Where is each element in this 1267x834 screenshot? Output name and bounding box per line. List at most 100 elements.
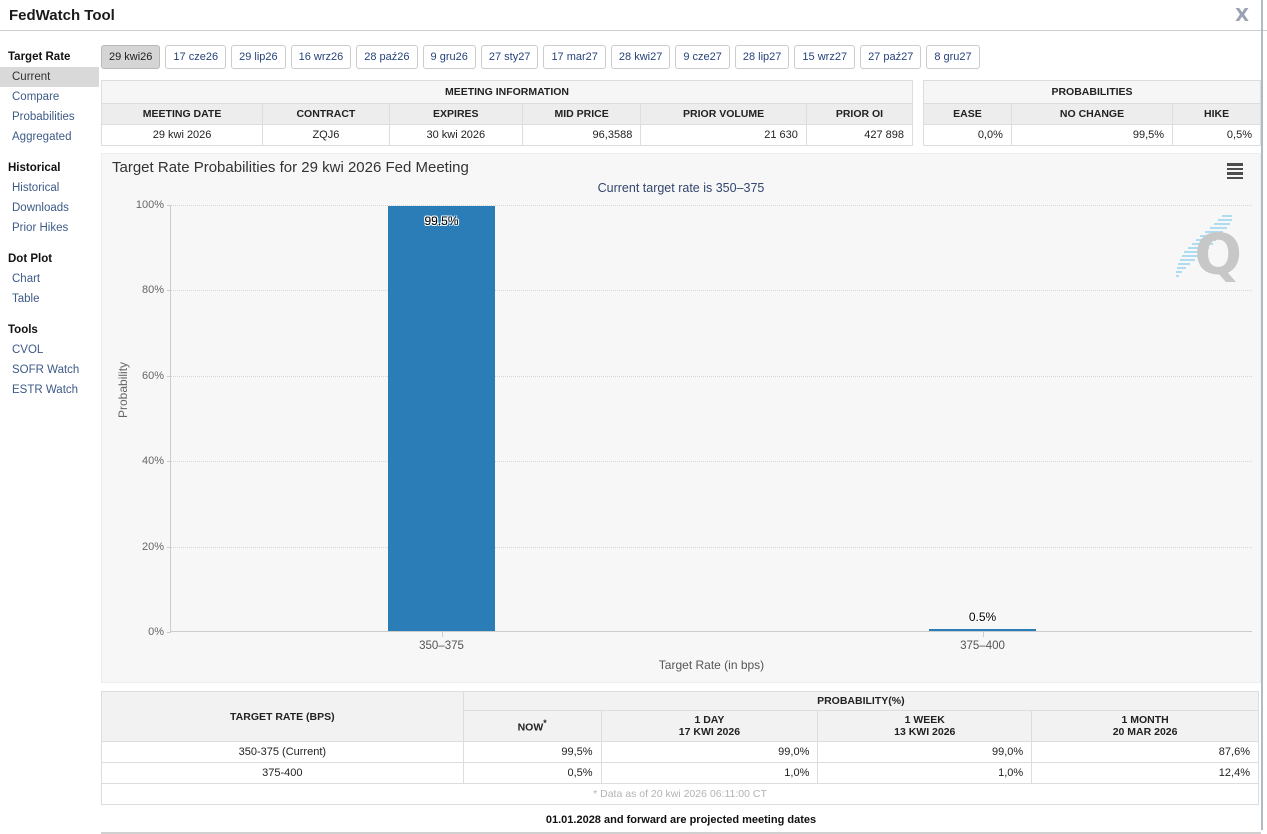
probability-summary-table: TARGET RATE (BPS) PROBABILITY(%) NOW*1 D… (101, 691, 1259, 805)
x-axis-category-label: 350–375 (382, 640, 502, 652)
probability-chart: Target Rate Probabilities for 29 kwi 202… (101, 153, 1261, 683)
date-tab[interactable]: 27 sty27 (481, 45, 539, 69)
y-axis-tick (167, 461, 171, 462)
y-axis-tick-label: 60% (124, 370, 164, 382)
quikstrike-watermark-icon: Q (1172, 209, 1244, 287)
date-tab[interactable]: 15 wrz27 (794, 45, 855, 69)
date-tab[interactable]: 17 mar27 (543, 45, 605, 69)
probability-cell: 99,0% (818, 742, 1032, 763)
y-axis-tick (167, 205, 171, 206)
date-tab[interactable]: 28 kwi27 (611, 45, 670, 69)
probability-cell: 99,5% (463, 742, 601, 763)
column-header: MID PRICE (522, 104, 640, 125)
y-axis-tick (167, 290, 171, 291)
table-cell: 96,3588 (522, 125, 640, 146)
chart-menu-icon[interactable] (1227, 163, 1243, 181)
x-axis-tick (442, 631, 443, 637)
y-axis-tick (167, 547, 171, 548)
sidebar-item-current[interactable]: Current (0, 67, 99, 87)
sidebar-section-header: Dot Plot (0, 249, 99, 269)
date-tab[interactable]: 16 wrz26 (291, 45, 352, 69)
column-header: MEETING DATE (102, 104, 263, 125)
y-axis-tick-label: 0% (124, 626, 164, 638)
date-tab[interactable]: 27 paź27 (860, 45, 921, 69)
sidebar-item-compare[interactable]: Compare (0, 87, 99, 107)
column-header: HIKE (1173, 104, 1261, 125)
probability-cell: 1,0% (818, 763, 1032, 784)
table-cell: 0,0% (924, 125, 1012, 146)
y-axis-tick-label: 80% (124, 284, 164, 296)
date-tab[interactable]: 9 cze27 (675, 45, 730, 69)
target-rate-cell: 375-400 (102, 763, 464, 784)
bar-value-label: 99.5% (388, 214, 495, 228)
chart-title: Target Rate Probabilities for 29 kwi 202… (112, 159, 469, 176)
sidebar-item-chart[interactable]: Chart (0, 269, 99, 289)
gridline (171, 461, 1252, 462)
column-header: EASE (924, 104, 1012, 125)
window-header: FedWatch Tool X (0, 0, 1267, 31)
sidebar-item-historical[interactable]: Historical (0, 178, 99, 198)
probability-cell: 1,0% (601, 763, 818, 784)
date-tab[interactable]: 8 gru27 (926, 45, 979, 69)
column-header: EXPIRES (389, 104, 522, 125)
table-row: 350-375 (Current)99,5%99,0%99,0%87,6% (102, 742, 1259, 763)
date-tab[interactable]: 29 lip26 (231, 45, 286, 69)
date-tab[interactable]: 29 kwi26 (101, 45, 160, 69)
gridline (171, 376, 1252, 377)
probability-cell: 87,6% (1032, 742, 1259, 763)
date-tab[interactable]: 28 paź26 (356, 45, 417, 69)
close-icon[interactable]: X (1235, 5, 1249, 26)
sidebar-item-cvol[interactable]: CVOL (0, 340, 99, 360)
sidebar-section-header: Tools (0, 320, 99, 340)
date-tab[interactable]: 28 lip27 (735, 45, 790, 69)
sidebar-item-prior-hikes[interactable]: Prior Hikes (0, 218, 99, 238)
y-axis-tick (167, 632, 171, 633)
column-header: CONTRACT (263, 104, 390, 125)
table-cell: 99,5% (1011, 125, 1172, 146)
x-axis-title: Target Rate (in bps) (171, 658, 1252, 672)
probability-group-header: PROBABILITY(%) (463, 692, 1258, 711)
table-cell: 427 898 (806, 125, 912, 146)
date-tab[interactable]: 17 cze26 (165, 45, 226, 69)
sidebar-item-estr-watch[interactable]: ESTR Watch (0, 380, 99, 400)
sidebar-item-aggregated[interactable]: Aggregated (0, 127, 99, 147)
column-header: PRIOR VOLUME (641, 104, 807, 125)
column-header: NO CHANGE (1011, 104, 1172, 125)
probability-cell: 99,0% (601, 742, 818, 763)
probability-bar[interactable] (388, 206, 495, 631)
meeting-information-title: MEETING INFORMATION (101, 80, 913, 103)
bar-value-label: 0.5% (929, 610, 1036, 624)
sidebar-item-probabilities[interactable]: Probabilities (0, 107, 99, 127)
page-title: FedWatch Tool (9, 7, 115, 24)
sidebar-section-header: Historical (0, 158, 99, 178)
y-axis-tick-label: 20% (124, 541, 164, 553)
data-as-of-footnote: * Data as of 20 kwi 2026 06:11:00 CT (102, 784, 1259, 805)
column-header: PRIOR OI (806, 104, 912, 125)
window-right-border (1261, 0, 1263, 830)
period-column-header: NOW* (463, 711, 601, 742)
table-cell: 0,5% (1173, 125, 1261, 146)
sidebar-item-downloads[interactable]: Downloads (0, 198, 99, 218)
sidebar-item-table[interactable]: Table (0, 289, 99, 309)
chart-subtitle: Current target rate is 350–375 (102, 181, 1260, 195)
probability-cell: 12,4% (1032, 763, 1259, 784)
y-axis-tick (167, 376, 171, 377)
table-cell: 29 kwi 2026 (102, 125, 263, 146)
gridline (171, 290, 1252, 291)
date-tab[interactable]: 9 gru26 (423, 45, 476, 69)
sidebar-item-sofr-watch[interactable]: SOFR Watch (0, 360, 99, 380)
sidebar-section-header: Target Rate (0, 47, 99, 67)
